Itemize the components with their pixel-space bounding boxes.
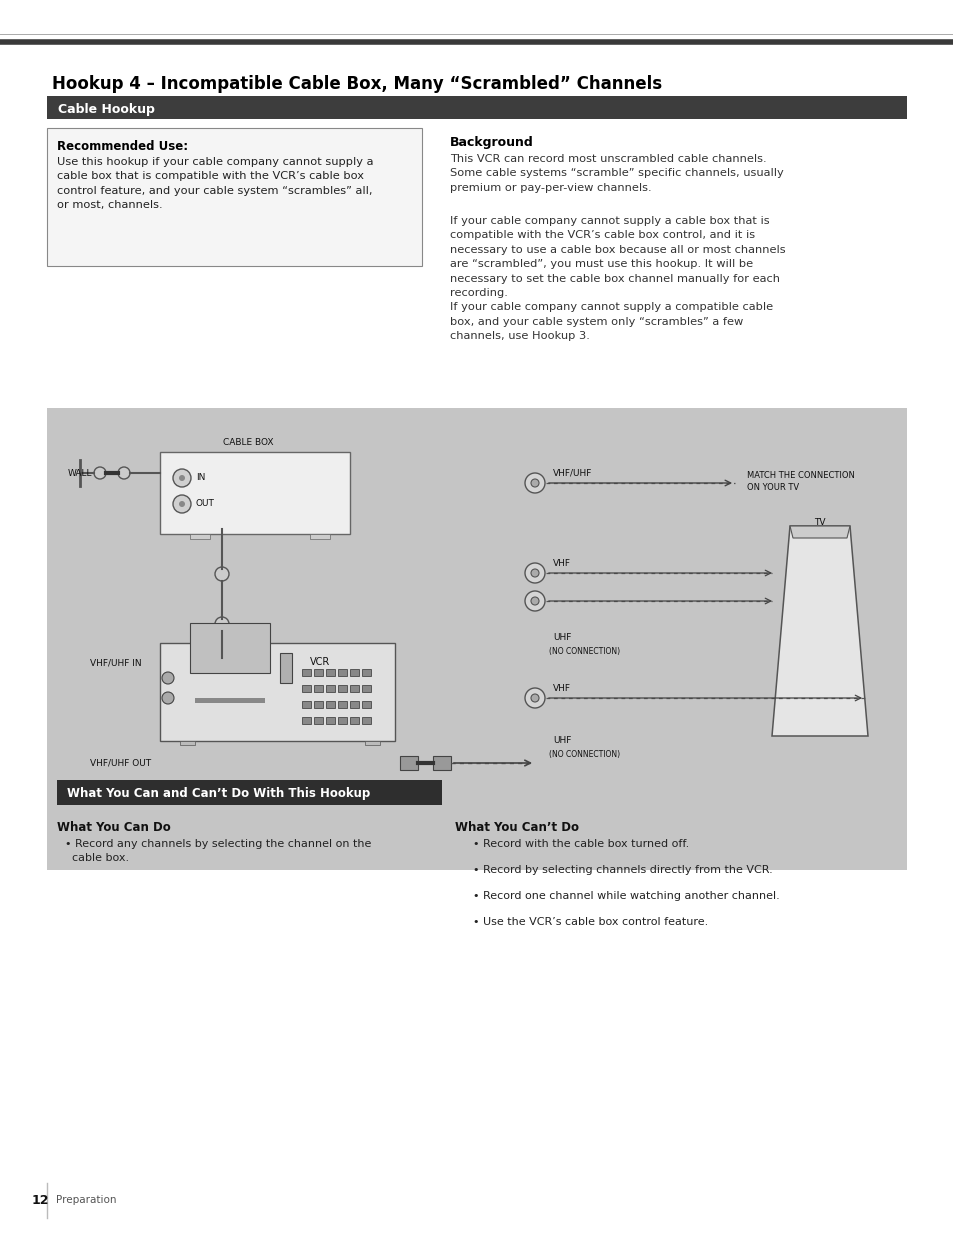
Circle shape <box>179 475 185 480</box>
Bar <box>194 698 265 703</box>
Circle shape <box>179 501 185 508</box>
Bar <box>337 718 347 724</box>
Circle shape <box>214 618 229 631</box>
Bar <box>350 701 358 708</box>
Bar <box>326 701 335 708</box>
Text: Hookup 4 – Incompatible Cable Box, Many “Scrambled” Channels: Hookup 4 – Incompatible Cable Box, Many … <box>52 75 661 93</box>
Text: WALL: WALL <box>68 468 92 478</box>
Bar <box>361 701 371 708</box>
Text: UHF: UHF <box>553 736 571 745</box>
Bar <box>190 622 270 673</box>
Bar <box>361 669 371 676</box>
Bar <box>365 741 379 745</box>
Text: VHF: VHF <box>553 684 571 693</box>
Text: VHF/UHF OUT: VHF/UHF OUT <box>90 758 151 767</box>
Circle shape <box>118 467 130 479</box>
Bar <box>310 534 330 538</box>
Text: ON YOUR TV: ON YOUR TV <box>746 483 799 492</box>
Text: Preparation: Preparation <box>56 1195 116 1205</box>
Text: What You Can Do: What You Can Do <box>57 821 171 834</box>
Text: If your cable company cannot supply a cable box that is
compatible with the VCR’: If your cable company cannot supply a ca… <box>450 216 785 341</box>
Circle shape <box>531 479 538 487</box>
Bar <box>350 718 358 724</box>
Text: Background: Background <box>450 136 533 149</box>
Bar <box>326 685 335 692</box>
Bar <box>314 718 323 724</box>
Bar <box>433 756 451 769</box>
Bar <box>47 96 906 119</box>
Bar <box>302 669 311 676</box>
Bar <box>314 685 323 692</box>
Circle shape <box>524 563 544 583</box>
Polygon shape <box>771 526 867 736</box>
Text: • Use the VCR’s cable box control feature.: • Use the VCR’s cable box control featur… <box>473 918 707 927</box>
Circle shape <box>531 694 538 701</box>
Text: 12: 12 <box>32 1193 50 1207</box>
Circle shape <box>94 467 106 479</box>
Text: What You Can and Can’t Do With This Hookup: What You Can and Can’t Do With This Hook… <box>67 788 370 800</box>
Bar <box>361 685 371 692</box>
Bar <box>47 128 421 266</box>
Bar <box>314 701 323 708</box>
Bar <box>302 701 311 708</box>
Circle shape <box>172 495 191 513</box>
Text: VHF/UHF IN: VHF/UHF IN <box>90 658 141 667</box>
Text: IN: IN <box>195 473 205 483</box>
Text: • Record any channels by selecting the channel on the
  cable box.: • Record any channels by selecting the c… <box>65 839 371 863</box>
Bar <box>160 452 350 534</box>
Text: (NO CONNECTION): (NO CONNECTION) <box>548 750 619 760</box>
Bar <box>337 701 347 708</box>
Bar <box>350 685 358 692</box>
Bar <box>180 741 194 745</box>
Circle shape <box>531 569 538 577</box>
Text: VCR: VCR <box>310 657 330 667</box>
Text: This VCR can record most unscrambled cable channels.
Some cable systems “scrambl: This VCR can record most unscrambled cab… <box>450 154 783 193</box>
Bar <box>190 534 210 538</box>
Circle shape <box>524 688 544 708</box>
Bar <box>280 653 292 683</box>
Text: UHF: UHF <box>553 634 571 642</box>
Text: CABLE BOX: CABLE BOX <box>222 438 273 447</box>
Bar <box>326 718 335 724</box>
Text: MATCH THE CONNECTION: MATCH THE CONNECTION <box>746 471 854 480</box>
Circle shape <box>524 473 544 493</box>
Text: • Record with the cable box turned off.: • Record with the cable box turned off. <box>473 839 688 848</box>
Bar <box>337 685 347 692</box>
Polygon shape <box>789 526 849 538</box>
Text: OUT: OUT <box>195 499 214 509</box>
Bar <box>314 669 323 676</box>
Bar <box>160 643 395 741</box>
Circle shape <box>531 597 538 605</box>
Bar <box>399 756 417 769</box>
Bar <box>302 718 311 724</box>
Bar <box>350 669 358 676</box>
Bar <box>57 781 441 805</box>
Circle shape <box>172 469 191 487</box>
Text: VHF/UHF: VHF/UHF <box>553 469 592 478</box>
Bar <box>47 408 906 869</box>
Bar <box>326 669 335 676</box>
Text: • Record by selecting channels directly from the VCR.: • Record by selecting channels directly … <box>473 864 772 876</box>
Circle shape <box>162 692 173 704</box>
Text: TV: TV <box>814 517 825 527</box>
Circle shape <box>162 672 173 684</box>
Circle shape <box>524 592 544 611</box>
Bar <box>361 718 371 724</box>
Text: Cable Hookup: Cable Hookup <box>58 103 154 116</box>
Text: VHF: VHF <box>553 559 571 568</box>
Circle shape <box>214 567 229 580</box>
Text: Recommended Use:: Recommended Use: <box>57 140 188 153</box>
Text: What You Can’t Do: What You Can’t Do <box>455 821 578 834</box>
Text: (NO CONNECTION): (NO CONNECTION) <box>548 647 619 656</box>
Bar <box>302 685 311 692</box>
Bar <box>337 669 347 676</box>
Text: Use this hookup if your cable company cannot supply a
cable box that is compatib: Use this hookup if your cable company ca… <box>57 157 374 210</box>
Text: • Record one channel while watching another channel.: • Record one channel while watching anot… <box>473 890 779 902</box>
